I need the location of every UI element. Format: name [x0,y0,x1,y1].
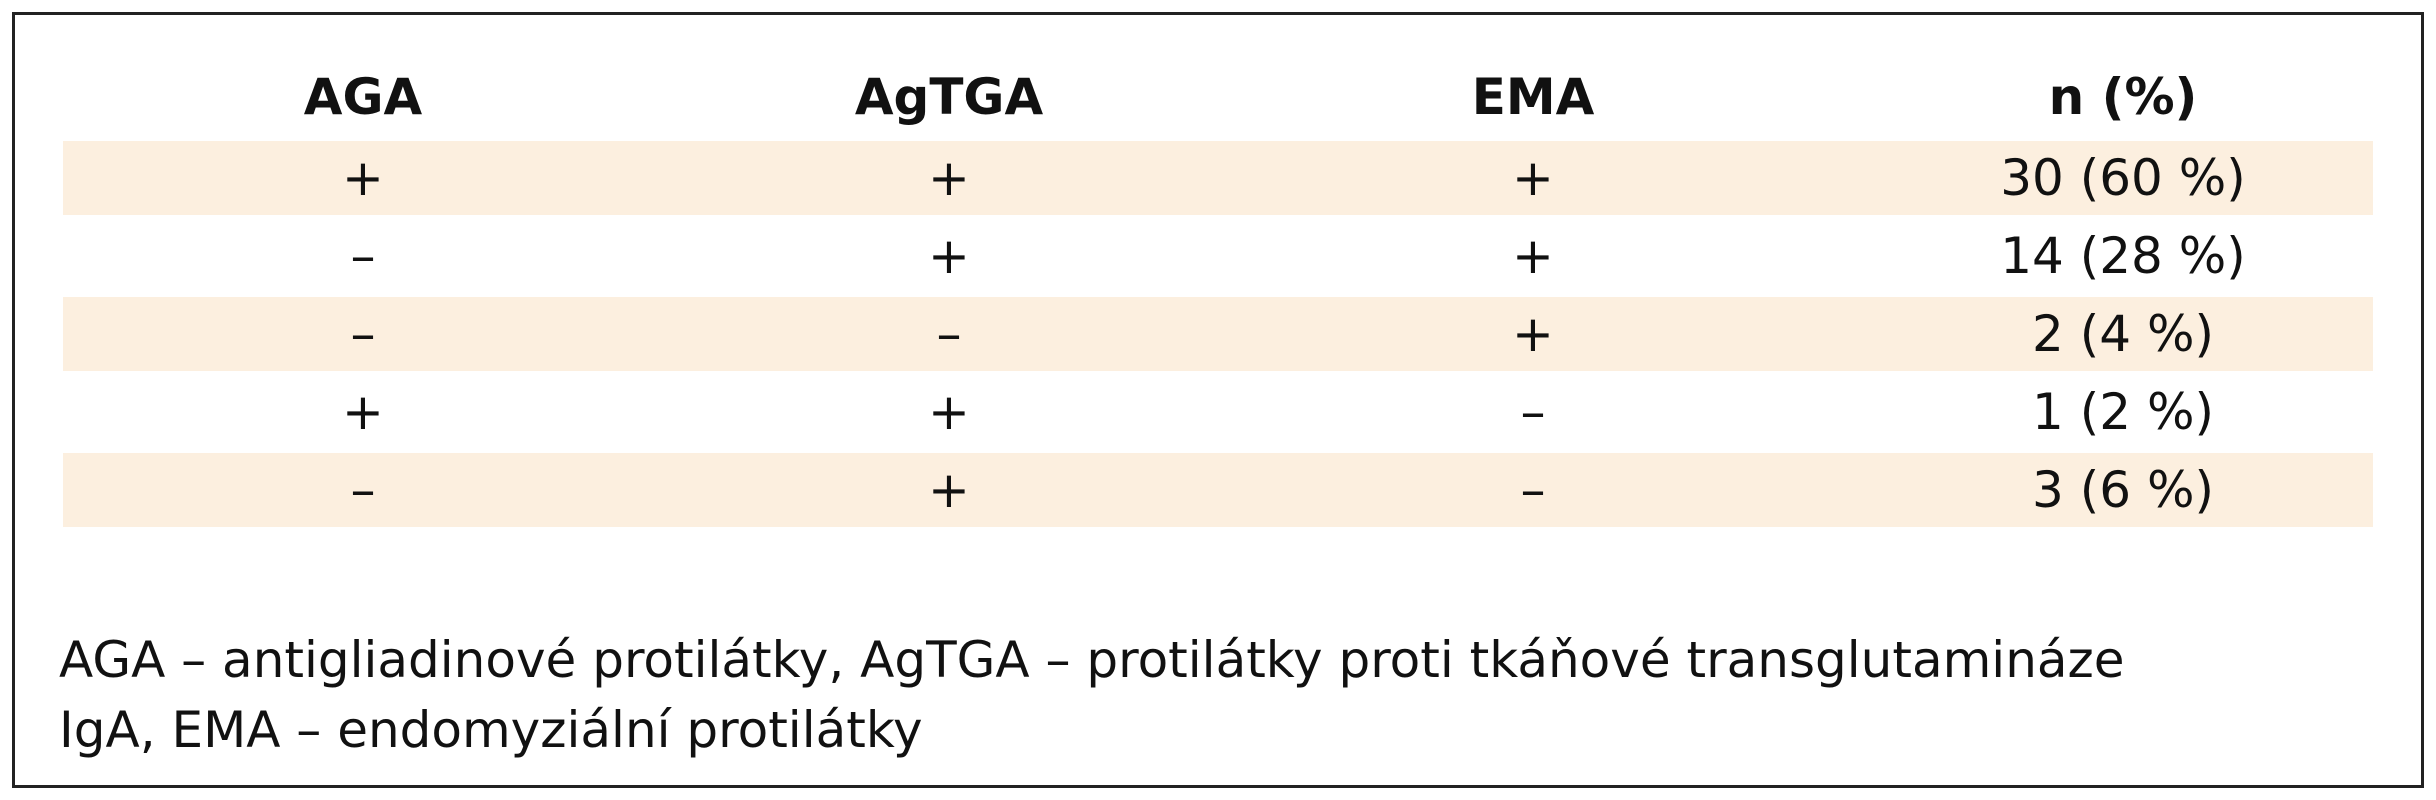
table-cell: + [928,227,970,285]
table-frame: AGA AgTGA EMA n (%) + + +30 (60 %) – + +14 (28 %)… [12,12,2424,788]
table-cell: + [1512,149,1554,207]
table-cell: + [342,149,384,207]
table-cell: + [928,461,970,519]
table-cell: + [928,149,970,207]
table-cell: – [1520,461,1546,519]
table-cell: – [350,461,376,519]
table-cell: + [342,383,384,441]
table-cell: 14 (28 %) [2000,227,2246,285]
table-row: + + – 1 (2 %) [63,375,2373,449]
table-cell: – [350,305,376,363]
table-cell: EMA [1471,68,1595,126]
table-row: – + – 3 (6 %) [63,453,2373,527]
footnote-line: AGA – antigliadinové protilátky, AgTGA –… [59,631,2125,689]
table-cell: AGA [303,68,423,126]
table-cell: 1 (2 %) [2032,383,2214,441]
table-cell: – [1520,383,1546,441]
table-cell: 3 (6 %) [2032,461,2214,519]
table-cell: 2 (4 %) [2032,305,2214,363]
table-cell: + [1512,227,1554,285]
table-cell: – [936,305,962,363]
header-row: AGA AgTGA EMA n (%) [63,60,2373,134]
table-cell: n (%) [2048,68,2198,126]
table-row: – + +14 (28 %) [63,219,2373,293]
table-row: + + +30 (60 %) [63,141,2373,215]
table-cell: + [1512,305,1554,363]
table-cell: 30 (60 %) [2000,149,2246,207]
footnote-line: IgA, EMA – endomyziální protilátky [59,701,923,759]
table-cell: + [928,383,970,441]
table-cell: AgTGA [854,68,1044,126]
table-cell: – [350,227,376,285]
table-row: – – +2 (4 %) [63,297,2373,371]
